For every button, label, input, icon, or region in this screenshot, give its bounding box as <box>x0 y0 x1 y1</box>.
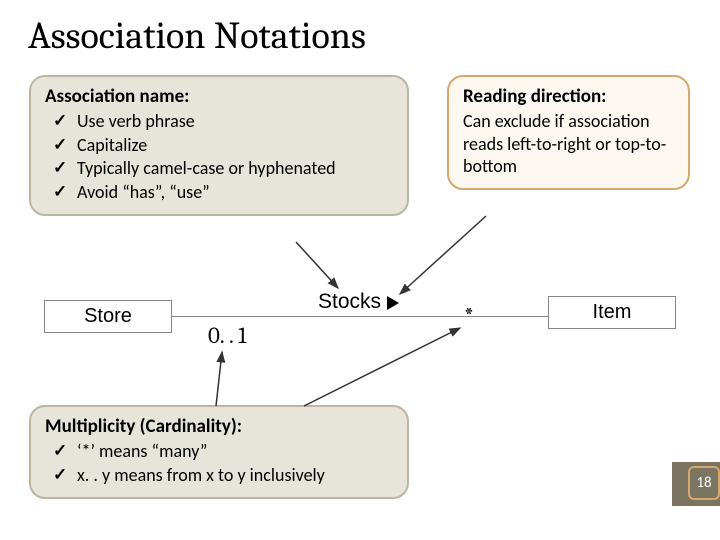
slide-title: Association Notations <box>28 14 366 58</box>
list-item: Use verb phrase <box>77 110 393 133</box>
uml-multiplicity-left: 0. . 1 <box>208 322 246 349</box>
uml-association-line <box>172 316 548 317</box>
uml-association-label: Stocks <box>315 290 384 314</box>
callout-reading-direction: Reading direction: Can exclude if associ… <box>447 75 690 190</box>
page-number-text: 18 <box>696 474 711 492</box>
callout-assoc-list: Use verb phrase Capitalize Typically cam… <box>45 110 393 203</box>
list-item: ‘*’ means “many” <box>77 440 393 463</box>
list-item: x. . y means from x to y inclusively <box>77 464 393 487</box>
callout-reading-heading: Reading direction: <box>463 85 674 108</box>
uml-multiplicity-right: * <box>464 302 474 329</box>
callout-reading-text: Can exclude if association reads left-to… <box>463 110 674 178</box>
callout-association-name: Association name: Use verb phrase Capita… <box>29 75 409 216</box>
callout-mult-list: ‘*’ means “many” x. . y means from x to … <box>45 440 393 486</box>
callout-assoc-heading: Association name: <box>45 85 393 108</box>
page-number: 18 <box>688 466 720 500</box>
uml-box-item: Item <box>548 296 676 329</box>
uml-box-store: Store <box>44 300 172 333</box>
callout-mult-heading: Multiplicity (Cardinality): <box>45 415 393 438</box>
list-item: Capitalize <box>77 134 393 157</box>
uml-reading-direction-triangle <box>387 296 399 310</box>
callout-multiplicity: Multiplicity (Cardinality): ‘*’ means “m… <box>29 405 409 499</box>
list-item: Avoid “has”, “use” <box>77 181 393 204</box>
list-item: Typically camel-case or hyphenated <box>77 157 393 180</box>
